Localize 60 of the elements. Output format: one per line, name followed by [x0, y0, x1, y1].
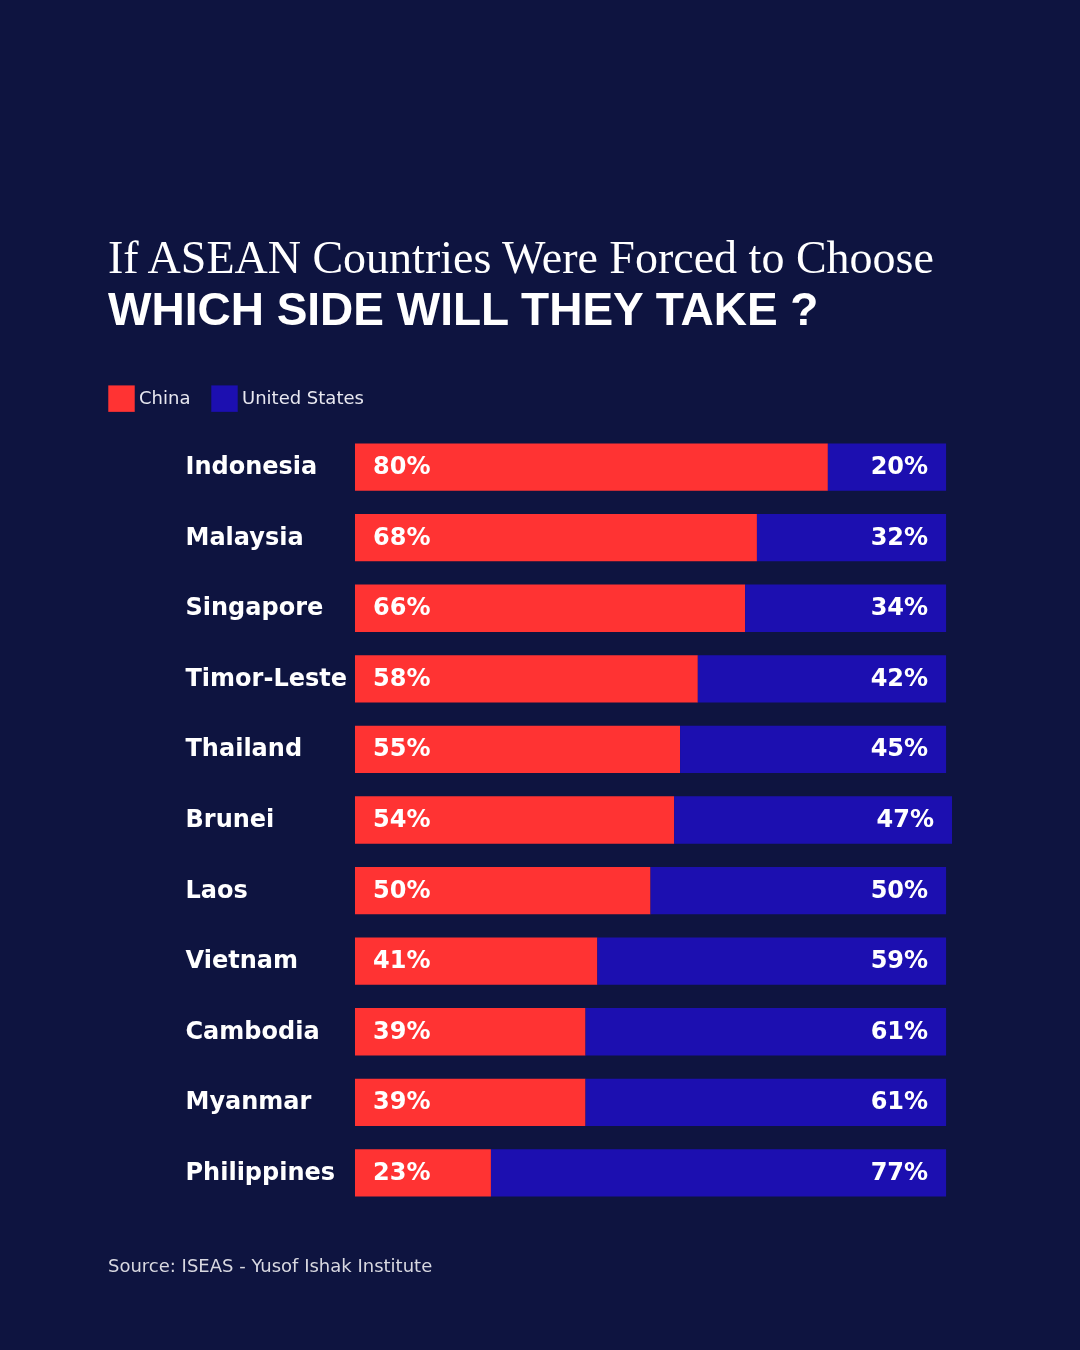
y-tick-label: Vietnam: [185, 946, 298, 975]
bar: [355, 866, 651, 915]
bar: [355, 584, 746, 632]
bar: [355, 655, 698, 703]
chart-subtitle: WHICH SIDE WILL THEY TAKE ?: [108, 283, 819, 335]
bar: [585, 1008, 947, 1056]
y-tick-label: Thailand: [185, 734, 303, 763]
y-tick-label: Philippines: [185, 1157, 336, 1186]
bar: [674, 796, 952, 844]
bar: [745, 584, 947, 632]
y-tick-label: Indonesia: [185, 452, 318, 481]
legend-label: United States: [242, 386, 364, 408]
data-label: 55%: [373, 734, 431, 763]
y-tick-label: Timor-Leste: [185, 663, 347, 692]
data-label: 32%: [870, 522, 929, 551]
data-label: 61%: [870, 1087, 929, 1116]
bar: [355, 1149, 491, 1197]
bar: [490, 1149, 947, 1197]
data-label: 47%: [876, 805, 934, 833]
bar: [355, 725, 681, 774]
data-label: 66%: [373, 593, 431, 622]
data-label: 54%: [373, 805, 431, 833]
bar: [597, 937, 947, 985]
source-note: Source: ISEAS - Yusof Ishak Institute: [108, 1255, 433, 1276]
bar: [355, 937, 598, 985]
y-tick-label: Brunei: [185, 805, 275, 833]
data-label: 23%: [373, 1157, 431, 1186]
bar: [650, 866, 947, 915]
legend-label: China: [139, 386, 191, 408]
bar: [355, 796, 675, 844]
bar: [355, 1078, 586, 1126]
data-label: 59%: [870, 946, 929, 975]
data-label: 77%: [870, 1157, 929, 1186]
bar: [585, 1078, 947, 1126]
bar: [355, 443, 828, 491]
bar: [355, 514, 757, 562]
chart-title: If ASEAN Countries Were Forced to Choose: [108, 232, 934, 283]
y-tick-label: Myanmar: [185, 1087, 312, 1116]
data-label: 41%: [373, 946, 431, 975]
data-label: 39%: [373, 1016, 431, 1045]
data-label: 45%: [870, 734, 929, 763]
bar: [756, 514, 947, 562]
data-label: 80%: [373, 452, 431, 481]
bar: [827, 443, 947, 491]
data-label: 50%: [373, 875, 431, 904]
y-tick-label: Malaysia: [185, 522, 304, 551]
data-label: 50%: [870, 875, 929, 904]
data-label: 42%: [870, 663, 929, 692]
y-tick-label: Singapore: [185, 593, 324, 622]
data-label: 34%: [870, 593, 929, 622]
data-label: 61%: [870, 1016, 929, 1045]
bar: [697, 655, 947, 703]
data-label: 58%: [373, 663, 431, 692]
data-label: 20%: [870, 452, 929, 481]
bar: [355, 1008, 586, 1056]
data-label: 68%: [373, 522, 431, 551]
data-label: 39%: [373, 1087, 431, 1116]
bar: [680, 725, 947, 774]
y-tick-label: Laos: [185, 875, 248, 904]
y-tick-label: Cambodia: [185, 1016, 320, 1045]
